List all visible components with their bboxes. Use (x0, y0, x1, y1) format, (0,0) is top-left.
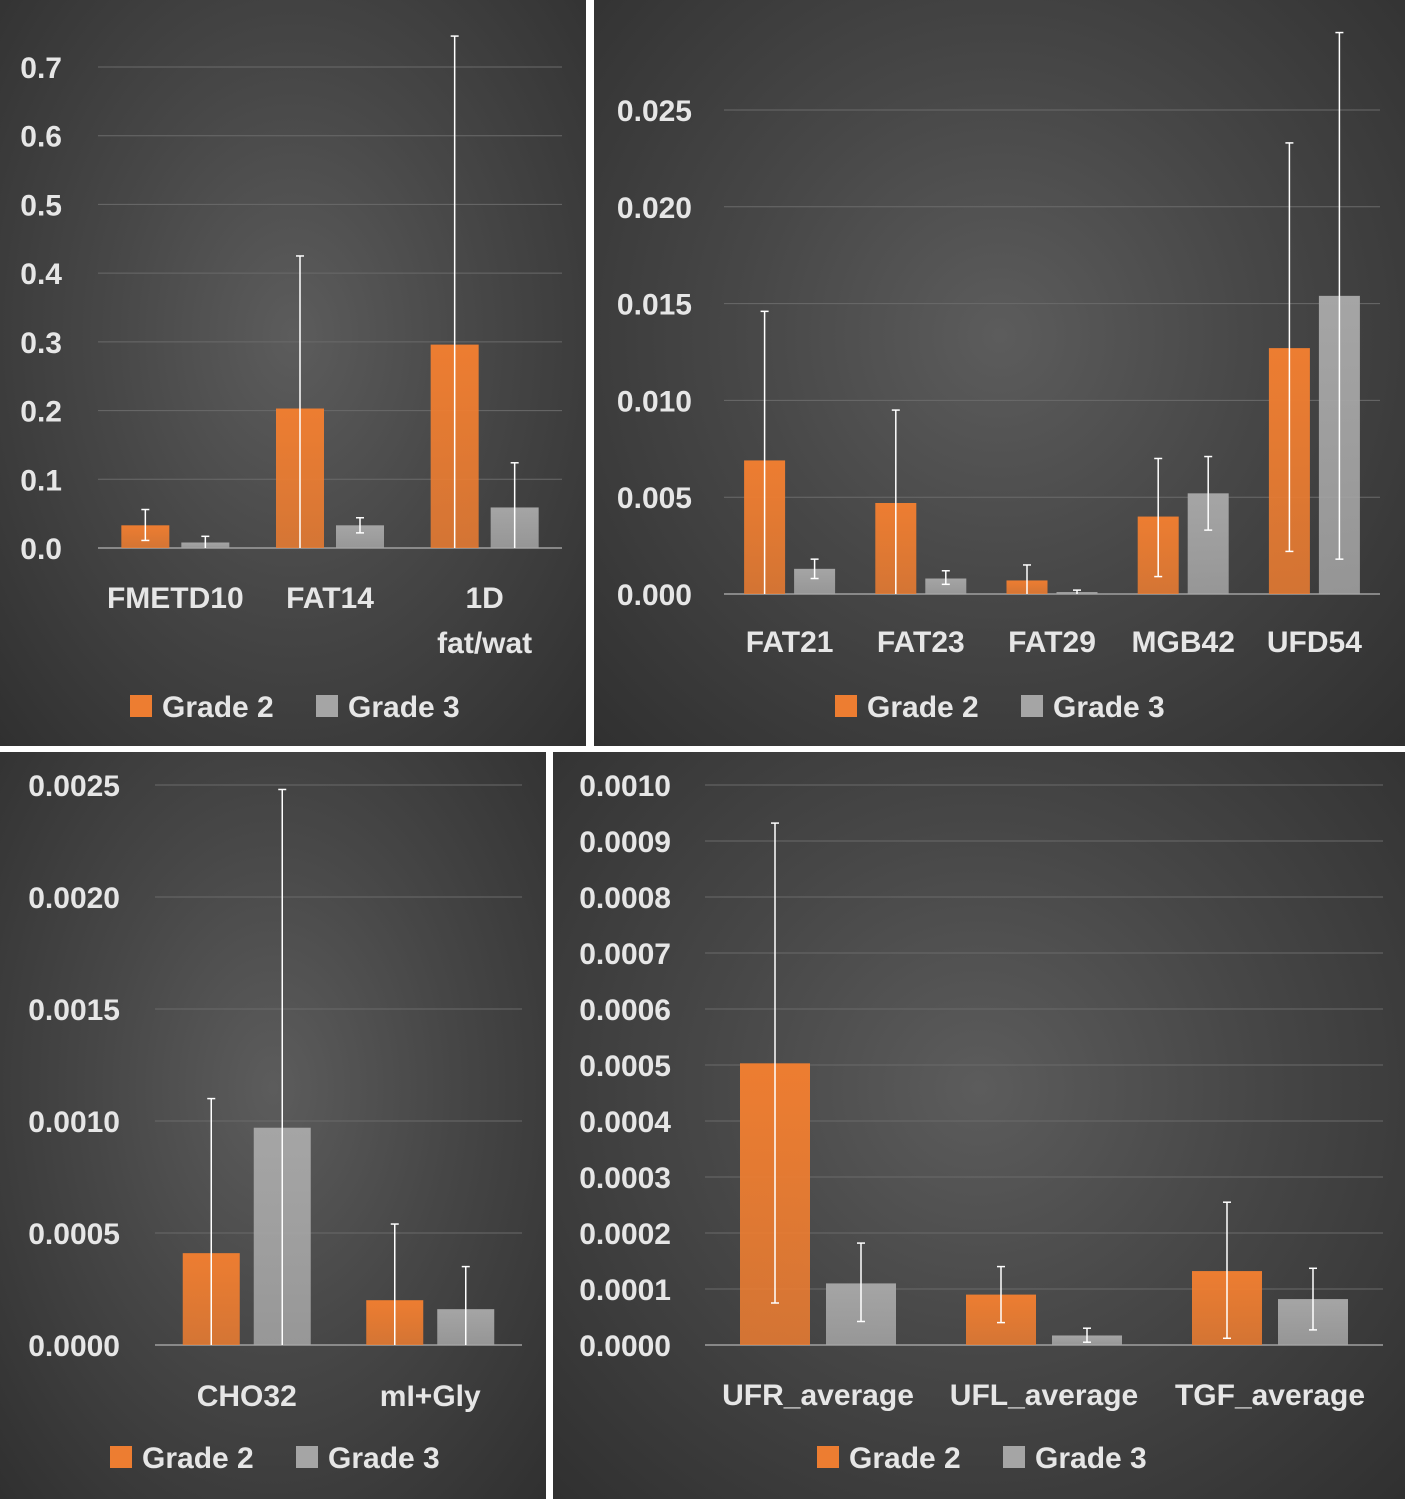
legend-swatch-grade2 (110, 1446, 132, 1468)
y-tick-label: 0.5 (20, 189, 62, 222)
legend-label-grade3: Grade 3 (1053, 691, 1165, 724)
chart-svg-2: 0.000 0.005 0.010 0.015 0.020 0.025 FAT21 FAT23… (617, 31, 1380, 724)
x-category-label: fat/wat (437, 627, 532, 660)
y-tick-label: 0.015 (617, 289, 692, 322)
bar-grade3-1 (336, 525, 384, 548)
y-tick-label: 0.0008 (579, 882, 671, 915)
legend-swatch-grade2 (835, 695, 857, 717)
legend-label-grade3: Grade 3 (328, 1442, 440, 1475)
x-category-label: FAT23 (877, 626, 965, 659)
y-tick-label: 0.0000 (579, 1330, 671, 1363)
chart-svg-1: 0.0 0.1 0.2 0.3 0.4 0.5 0.6 0.7 FMETD10 FAT14 1D fa… (20, 35, 562, 724)
chart-panel-1: 0.0 0.1 0.2 0.3 0.4 0.5 0.6 0.7 FMETD10 FAT14 1D fa… (0, 0, 586, 746)
y-tick-label: 0.025 (617, 95, 692, 128)
y-tick-label: 0.0009 (579, 826, 671, 859)
legend-label-grade3: Grade 3 (348, 691, 460, 724)
y-tick-label: 0.0 (20, 533, 62, 566)
legend-label-grade2: Grade 2 (142, 1442, 254, 1475)
x-category-label: MGB42 (1132, 626, 1235, 659)
y-tick-label: 0.0004 (579, 1106, 671, 1139)
y-tick-label: 0.0005 (28, 1218, 120, 1251)
legend-swatch-grade3 (1003, 1446, 1025, 1468)
chart-svg-3: 0.0000 0.0005 0.0010 0.0015 0.0020 0.0025 CHO3… (28, 770, 522, 1475)
y-tick-label: 0.0020 (28, 882, 120, 915)
x-category-label: UFD54 (1267, 626, 1362, 659)
chart-panel-2: 0.000 0.005 0.010 0.015 0.020 0.025 FAT21 FAT23… (594, 0, 1405, 746)
y-tick-label: 0.7 (20, 52, 62, 85)
x-category-label: TGF_average (1175, 1379, 1365, 1412)
y-tick-label: 0.2 (20, 396, 62, 429)
y-tick-label: 0.1 (20, 464, 62, 497)
x-category-label: UFL_average (950, 1379, 1138, 1412)
y-tick-label: 0.0010 (28, 1106, 120, 1139)
x-category-label: mI+Gly (380, 1380, 481, 1413)
x-category-label: FAT14 (286, 582, 374, 615)
y-tick-label: 0.0025 (28, 770, 120, 803)
y-tick-label: 0.4 (20, 258, 62, 291)
x-category-label: CHO32 (197, 1380, 297, 1413)
legend-swatch-grade3 (316, 695, 338, 717)
legend-label-grade2: Grade 2 (867, 691, 979, 724)
legend-label-grade3: Grade 3 (1035, 1442, 1147, 1475)
legend-swatch-grade2 (817, 1446, 839, 1468)
x-category-label: FAT21 (746, 626, 834, 659)
x-category-label: FMETD10 (107, 582, 244, 615)
y-tick-label: 0.020 (617, 192, 692, 225)
y-tick-label: 0.000 (617, 579, 692, 612)
bar-grade3-1 (925, 578, 967, 594)
y-tick-label: 0.0000 (28, 1330, 120, 1363)
chart-panel-3: 0.0000 0.0005 0.0010 0.0015 0.0020 0.0025 CHO3… (0, 752, 546, 1499)
x-category-label: UFR_average (722, 1379, 914, 1412)
y-tick-label: 0.0003 (579, 1162, 671, 1195)
y-tick-label: 0.0001 (579, 1274, 671, 1307)
y-tick-label: 0.0002 (579, 1218, 671, 1251)
y-tick-label: 0.0010 (579, 770, 671, 803)
legend-swatch-grade3 (1021, 695, 1043, 717)
x-category-label: FAT29 (1008, 626, 1096, 659)
y-tick-label: 0.6 (20, 121, 62, 154)
legend-label-grade2: Grade 2 (162, 691, 274, 724)
y-tick-label: 0.0006 (579, 994, 671, 1027)
y-tick-label: 0.010 (617, 385, 692, 418)
y-tick-label: 0.0007 (579, 938, 671, 971)
legend-label-grade2: Grade 2 (849, 1442, 961, 1475)
chart-svg-4: 0.0000 0.0001 0.0002 0.0003 0.0004 0.0005 0.00… (579, 770, 1383, 1475)
y-tick-label: 0.0005 (579, 1050, 671, 1083)
x-category-label: 1D (465, 582, 503, 615)
legend-swatch-grade3 (296, 1446, 318, 1468)
legend-swatch-grade2 (130, 695, 152, 717)
y-tick-label: 0.3 (20, 327, 62, 360)
y-tick-label: 0.005 (617, 482, 692, 515)
y-tick-label: 0.0015 (28, 994, 120, 1027)
chart-panel-4: 0.0000 0.0001 0.0002 0.0003 0.0004 0.0005 0.00… (553, 752, 1405, 1499)
